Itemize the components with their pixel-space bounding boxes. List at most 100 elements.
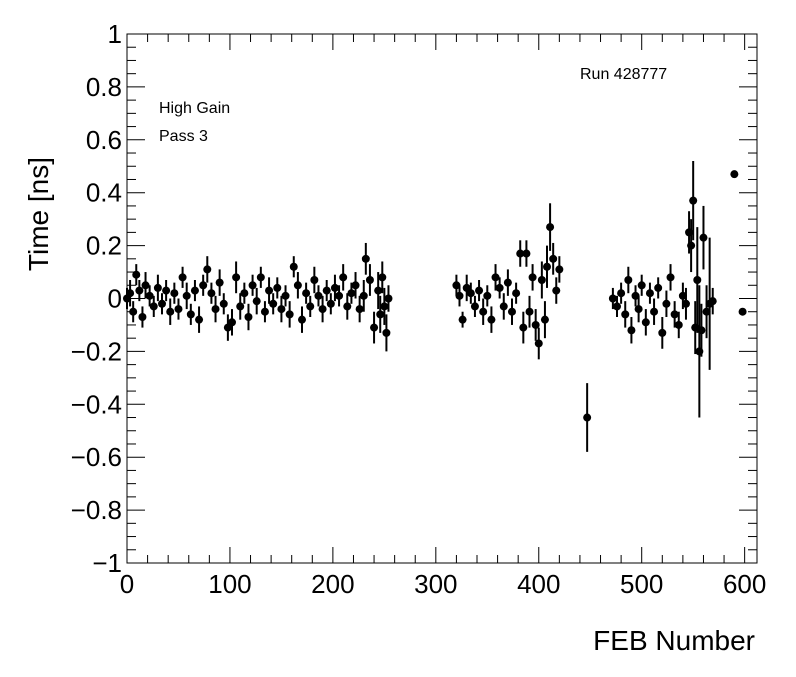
y-tick-label: −0.6 bbox=[71, 442, 122, 472]
data-point bbox=[339, 273, 348, 282]
data-point bbox=[293, 281, 302, 290]
data-point bbox=[475, 286, 484, 295]
data-point bbox=[631, 291, 640, 300]
data-point bbox=[508, 307, 516, 316]
x-tick-label: 400 bbox=[517, 569, 560, 599]
data-point bbox=[126, 289, 135, 298]
data-point bbox=[273, 283, 282, 292]
data-point bbox=[658, 328, 667, 337]
data-point bbox=[455, 291, 464, 300]
data-point bbox=[522, 249, 531, 258]
data-point bbox=[174, 305, 183, 314]
x-tick-label: 600 bbox=[723, 569, 766, 599]
data-point bbox=[145, 291, 154, 300]
data-point bbox=[359, 291, 368, 300]
data-point bbox=[702, 307, 711, 316]
data-point bbox=[186, 310, 195, 319]
annotation: Run 428777 bbox=[580, 66, 667, 83]
y-tick-label: 0.4 bbox=[86, 178, 122, 208]
y-tick-label: −0.8 bbox=[71, 495, 122, 525]
data-point bbox=[670, 310, 679, 319]
data-point bbox=[738, 307, 747, 316]
data-point bbox=[678, 291, 687, 300]
data-point bbox=[162, 286, 171, 295]
data-point bbox=[361, 254, 370, 263]
data-point bbox=[540, 315, 549, 324]
y-tick-label: −0.4 bbox=[71, 389, 122, 419]
data-point bbox=[269, 299, 278, 308]
data-point bbox=[281, 291, 290, 300]
data-point bbox=[207, 289, 216, 298]
data-point bbox=[289, 262, 298, 271]
data-point bbox=[666, 273, 675, 282]
data-point bbox=[129, 307, 138, 316]
data-point bbox=[330, 283, 339, 292]
data-point bbox=[203, 265, 212, 274]
data-point bbox=[166, 307, 175, 316]
data-point bbox=[178, 273, 187, 282]
data-point bbox=[322, 286, 331, 295]
data-point bbox=[170, 289, 179, 298]
y-tick-label: −1 bbox=[92, 548, 122, 578]
data-point bbox=[637, 281, 646, 290]
data-point bbox=[378, 273, 387, 282]
data-point bbox=[132, 270, 141, 279]
x-tick-label: 500 bbox=[620, 569, 663, 599]
data-point bbox=[499, 302, 508, 311]
data-point bbox=[376, 310, 385, 319]
data-point bbox=[708, 297, 717, 306]
y-tick-label: 1 bbox=[108, 19, 122, 49]
y-tick-label: 0.2 bbox=[86, 231, 122, 261]
data-point bbox=[546, 223, 555, 232]
data-point bbox=[252, 297, 261, 306]
data-point bbox=[211, 305, 220, 314]
data-point bbox=[335, 291, 344, 300]
data-point bbox=[374, 286, 383, 295]
data-point bbox=[634, 305, 643, 314]
data-point bbox=[256, 273, 265, 282]
data-point bbox=[149, 302, 158, 311]
data-point bbox=[195, 315, 204, 324]
data-point bbox=[318, 305, 327, 314]
data-point bbox=[190, 286, 199, 295]
data-point bbox=[244, 313, 253, 322]
data-point bbox=[528, 273, 537, 282]
data-point bbox=[236, 302, 245, 311]
x-tick-label: 0 bbox=[120, 569, 134, 599]
data-point bbox=[306, 302, 315, 311]
data-point bbox=[466, 289, 475, 298]
data-point bbox=[458, 315, 467, 324]
data-point bbox=[697, 326, 706, 335]
data-point bbox=[215, 278, 224, 287]
data-point bbox=[519, 323, 528, 332]
data-point bbox=[219, 299, 228, 308]
data-point bbox=[624, 275, 633, 284]
data-point bbox=[285, 310, 294, 319]
data-point bbox=[627, 326, 636, 335]
data-point bbox=[512, 289, 521, 298]
data-point bbox=[654, 283, 663, 292]
x-tick-label: 100 bbox=[208, 569, 251, 599]
data-point bbox=[141, 281, 150, 290]
data-point bbox=[384, 294, 393, 303]
annotation: High Gain bbox=[159, 100, 230, 117]
data-point bbox=[240, 289, 249, 298]
x-axis-label: FEB Number bbox=[593, 625, 755, 656]
data-point bbox=[555, 265, 564, 274]
data-point bbox=[641, 318, 650, 327]
data-point bbox=[662, 299, 671, 308]
y-tick-label: 0.8 bbox=[86, 72, 122, 102]
data-point bbox=[650, 307, 659, 316]
data-point bbox=[380, 302, 389, 311]
data-point bbox=[302, 289, 311, 298]
data-point bbox=[248, 281, 257, 290]
data-point bbox=[608, 294, 617, 303]
data-point bbox=[537, 275, 546, 284]
data-point bbox=[621, 310, 630, 319]
data-point bbox=[382, 328, 391, 337]
data-point bbox=[617, 289, 626, 298]
data-point bbox=[365, 275, 374, 284]
data-point bbox=[534, 339, 543, 348]
data-point bbox=[674, 320, 683, 329]
